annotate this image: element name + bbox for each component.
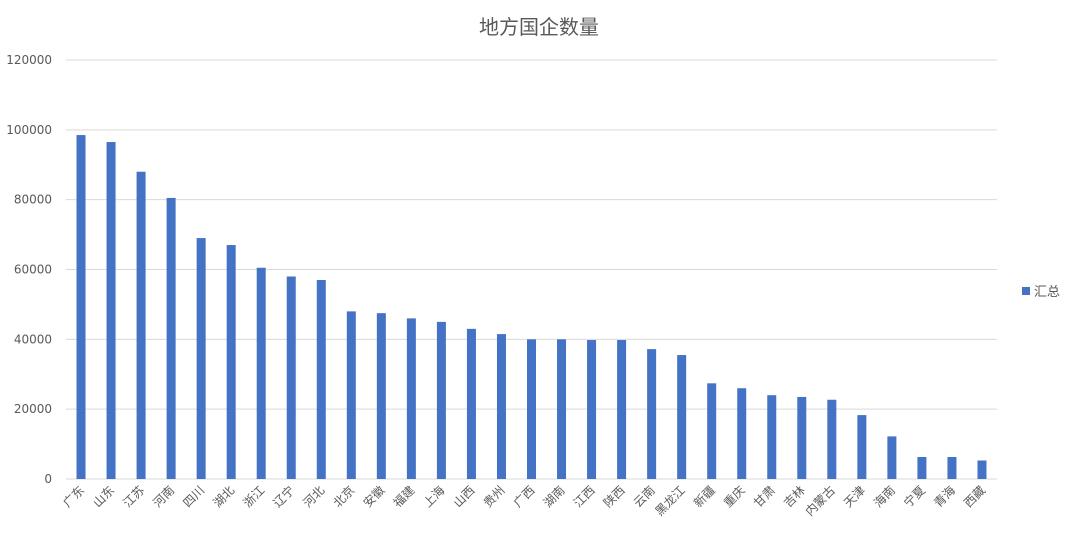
bar-云南 [647, 349, 657, 479]
bar-湖南 [557, 339, 567, 479]
x-tick-label: 浙江 [240, 483, 267, 510]
bar-甘肃 [767, 395, 777, 479]
bar-山东 [106, 142, 116, 479]
x-tick-label: 江苏 [120, 483, 147, 510]
x-tick-label: 山东 [90, 483, 117, 510]
x-tick-label: 宁夏 [900, 483, 928, 511]
y-tick-label: 20000 [14, 402, 52, 416]
y-tick-label: 40000 [14, 332, 52, 346]
legend: 汇总 [1022, 285, 1060, 300]
bar-江苏 [136, 171, 146, 479]
x-tick-label: 云南 [630, 483, 658, 511]
y-tick-label: 120000 [6, 53, 52, 67]
x-tick-label: 重庆 [721, 483, 748, 510]
x-tick-label: 贵州 [481, 483, 508, 510]
chart-title: 地方国企数量 [479, 15, 599, 39]
bar-山西 [466, 328, 476, 479]
x-tick-label: 上海 [420, 483, 448, 511]
bar-重庆 [737, 388, 747, 479]
x-tick-label: 内蒙古 [802, 483, 838, 519]
bar-广东 [76, 135, 86, 479]
x-tick-label: 福建 [390, 483, 418, 511]
bar-天津 [857, 415, 867, 479]
x-tick-label: 江西 [571, 483, 598, 510]
y-tick-label: 0 [44, 472, 52, 486]
x-tick-label: 北京 [331, 483, 358, 510]
bar-河南 [166, 197, 176, 479]
x-tick-label: 湖南 [540, 483, 568, 511]
x-tick-label: 广西 [511, 483, 538, 510]
bar-广西 [527, 339, 536, 479]
legend-swatch [1022, 287, 1030, 295]
bars [76, 135, 987, 479]
x-tick-label: 天津 [841, 483, 868, 510]
y-axis-ticks: 0 20000 40000 60000 80000 100000 120000 [6, 53, 52, 486]
bar-上海 [436, 321, 446, 479]
x-axis-ticks: 广东 山东 江苏 河南 四川 湖北 浙江 辽宁 河北 北京 安徽 福建 上海 山西 贵州 广西 湖南 江西 陕西 云南… [60, 483, 988, 519]
x-tick-label: 河北 [301, 483, 328, 510]
x-tick-label: 湖北 [210, 483, 238, 511]
bar-福建 [406, 318, 416, 479]
bar-黑龙江 [677, 355, 687, 479]
y-tick-label: 80000 [14, 193, 52, 207]
x-tick-label: 辽宁 [270, 483, 298, 511]
bar-安徽 [376, 313, 386, 479]
bar-西藏 [977, 460, 987, 479]
x-tick-label: 四川 [180, 483, 207, 510]
x-tick-label: 山西 [451, 483, 478, 510]
x-tick-label: 安徽 [360, 483, 388, 511]
legend-label: 汇总 [1034, 285, 1060, 300]
bar-湖北 [226, 245, 236, 479]
x-tick-label: 陕西 [600, 483, 628, 511]
bar-北京 [346, 311, 356, 479]
bar-青海 [947, 457, 957, 479]
x-tick-label: 甘肃 [751, 483, 778, 510]
bar-浙江 [256, 267, 266, 479]
bar-江西 [587, 340, 597, 479]
bar-海南 [887, 436, 897, 479]
x-tick-label: 河南 [150, 483, 178, 511]
x-tick-label: 青海 [930, 483, 958, 511]
y-tick-label: 100000 [6, 123, 52, 137]
bar-河北 [316, 279, 326, 479]
bar-辽宁 [286, 276, 296, 479]
bar-贵州 [496, 334, 506, 479]
x-tick-label: 广东 [60, 483, 87, 510]
x-tick-label: 黑龙江 [652, 483, 687, 518]
bar-陕西 [617, 340, 627, 479]
x-tick-label: 西藏 [961, 483, 988, 510]
bar-内蒙古 [827, 399, 837, 479]
x-tick-label: 海南 [870, 483, 898, 511]
y-tick-label: 60000 [14, 263, 52, 277]
bar-新疆 [707, 383, 717, 479]
bar-吉林 [797, 396, 807, 479]
x-tick-label: 新疆 [690, 483, 718, 511]
bar-四川 [196, 238, 206, 479]
bar-宁夏 [917, 457, 927, 479]
